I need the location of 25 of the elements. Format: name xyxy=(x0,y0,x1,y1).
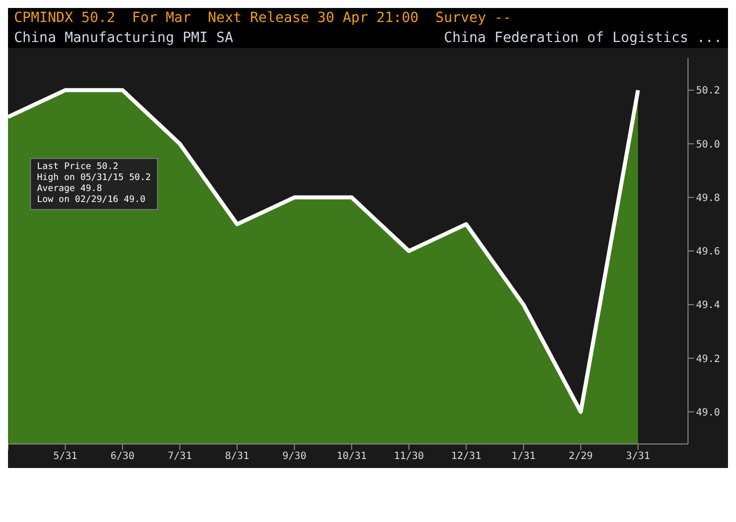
chart-title: China Manufacturing PMI SA xyxy=(14,30,234,46)
x-tick-label: 9/30 xyxy=(282,451,306,462)
x-tick-label: 1/31 xyxy=(511,451,536,462)
x-tick-label: 11/30 xyxy=(394,451,424,462)
y-tick-label: 49.4 xyxy=(696,300,720,312)
annotation: Low on 02/29/16 49.0 xyxy=(37,195,146,206)
annotation: High on 05/31/15 50.2 xyxy=(37,173,151,184)
x-tick-label: 10/31 xyxy=(336,451,367,462)
y-tick-label: 49.0 xyxy=(696,407,720,418)
x-tick-label: 6/30 xyxy=(110,451,135,462)
x-tick-label: 8/31 xyxy=(225,451,250,462)
annotation: Average 49.8 xyxy=(37,184,104,195)
text: China Federation of Logistics ... xyxy=(444,30,722,46)
x-tick-label: 5/31 xyxy=(53,451,78,462)
x-tick-label: 2/29 xyxy=(568,451,593,462)
y-tick-label: 49.8 xyxy=(696,192,720,204)
x-tick-label: 12/31 xyxy=(451,451,482,462)
chart-subtitle: CPMINDX 50.2 For Mar Next Release 30 Apr 21:00 Survey -- xyxy=(13,9,512,28)
y-tick-label: 49.6 xyxy=(696,246,720,258)
y-tick-label: 50.0 xyxy=(696,139,720,150)
x-tick-label: 3/31 xyxy=(626,451,650,462)
annotation: Last Price 50.2 xyxy=(37,162,120,173)
y-tick-label: 50.2 xyxy=(696,86,720,97)
y-tick-label: 49.2 xyxy=(696,354,720,365)
x-tick-label: 7/31 xyxy=(168,451,192,462)
